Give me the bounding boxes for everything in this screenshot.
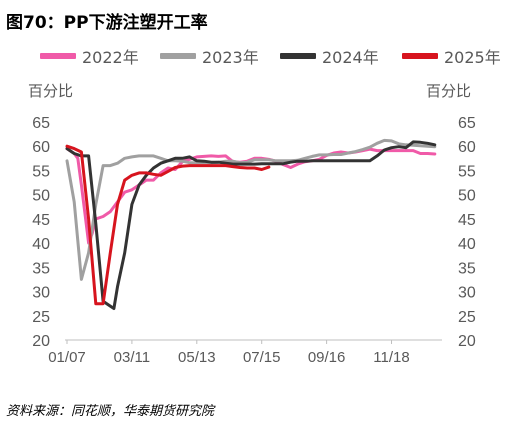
y-tick-label-right: 40 xyxy=(458,236,476,253)
y-tick-label-right: 35 xyxy=(458,260,476,277)
chart-legend: 2022年 2023年 2024年 2025年 xyxy=(40,44,510,68)
y-tick-label-left: 65 xyxy=(32,115,50,132)
x-tick-label: 07/15 xyxy=(243,349,281,366)
y-axis-label-left: 百分比 xyxy=(28,82,74,100)
y-tick-label-left: 55 xyxy=(32,163,50,180)
legend-swatch-2025 xyxy=(402,53,438,59)
x-tick-label: 01/07 xyxy=(48,349,86,366)
series-line-2024 xyxy=(65,140,437,310)
y-tick-label-left: 45 xyxy=(32,212,50,229)
y-tick-label-left: 50 xyxy=(32,188,50,205)
chart-title: 图70：PP下游注塑开工率 xyxy=(6,13,208,33)
y-tick-label-right: 20 xyxy=(458,333,476,350)
y-tick-label-right: 50 xyxy=(458,188,476,205)
legend-label-2025: 2025年 xyxy=(444,48,501,67)
legend-label-2022: 2022年 xyxy=(82,48,139,67)
y-tick-label-left: 40 xyxy=(32,236,50,253)
legend-item-2025: 2025年 xyxy=(402,44,501,68)
y-tick-label-right: 55 xyxy=(458,163,476,180)
y-tick-label-right: 30 xyxy=(458,285,476,302)
legend-swatch-2022 xyxy=(40,53,76,59)
legend-swatch-2024 xyxy=(280,53,316,59)
y-tick-label-right: 65 xyxy=(458,115,476,132)
legend-label-2023: 2023年 xyxy=(202,48,259,67)
y-tick-label-left: 20 xyxy=(32,333,50,350)
legend-swatch-2023 xyxy=(160,53,196,59)
legend-label-2024: 2024年 xyxy=(322,48,379,67)
legend-item-2023: 2023年 xyxy=(160,44,259,68)
series-line-2023 xyxy=(65,138,437,281)
y-tick-label-right: 25 xyxy=(458,309,476,326)
y-tick-label-right: 45 xyxy=(458,212,476,229)
x-tick-label: 03/11 xyxy=(114,349,150,366)
y-tick-label-left: 35 xyxy=(32,260,50,277)
series-line-2025 xyxy=(65,144,271,306)
x-tick-label: 05/13 xyxy=(178,349,216,366)
x-tick-label: 11/18 xyxy=(373,349,409,366)
y-tick-label-right: 60 xyxy=(458,139,476,156)
y-tick-label-left: 30 xyxy=(32,285,50,302)
legend-item-2022: 2022年 xyxy=(40,44,139,68)
legend-item-2024: 2024年 xyxy=(280,44,379,68)
y-tick-label-left: 60 xyxy=(32,139,50,156)
source-note: 资料来源：同花顺，华泰期货研究院 xyxy=(6,404,215,419)
y-axis-label-right: 百分比 xyxy=(426,82,472,100)
x-tick-label: 09/16 xyxy=(308,349,346,366)
y-tick-label-left: 25 xyxy=(32,309,50,326)
